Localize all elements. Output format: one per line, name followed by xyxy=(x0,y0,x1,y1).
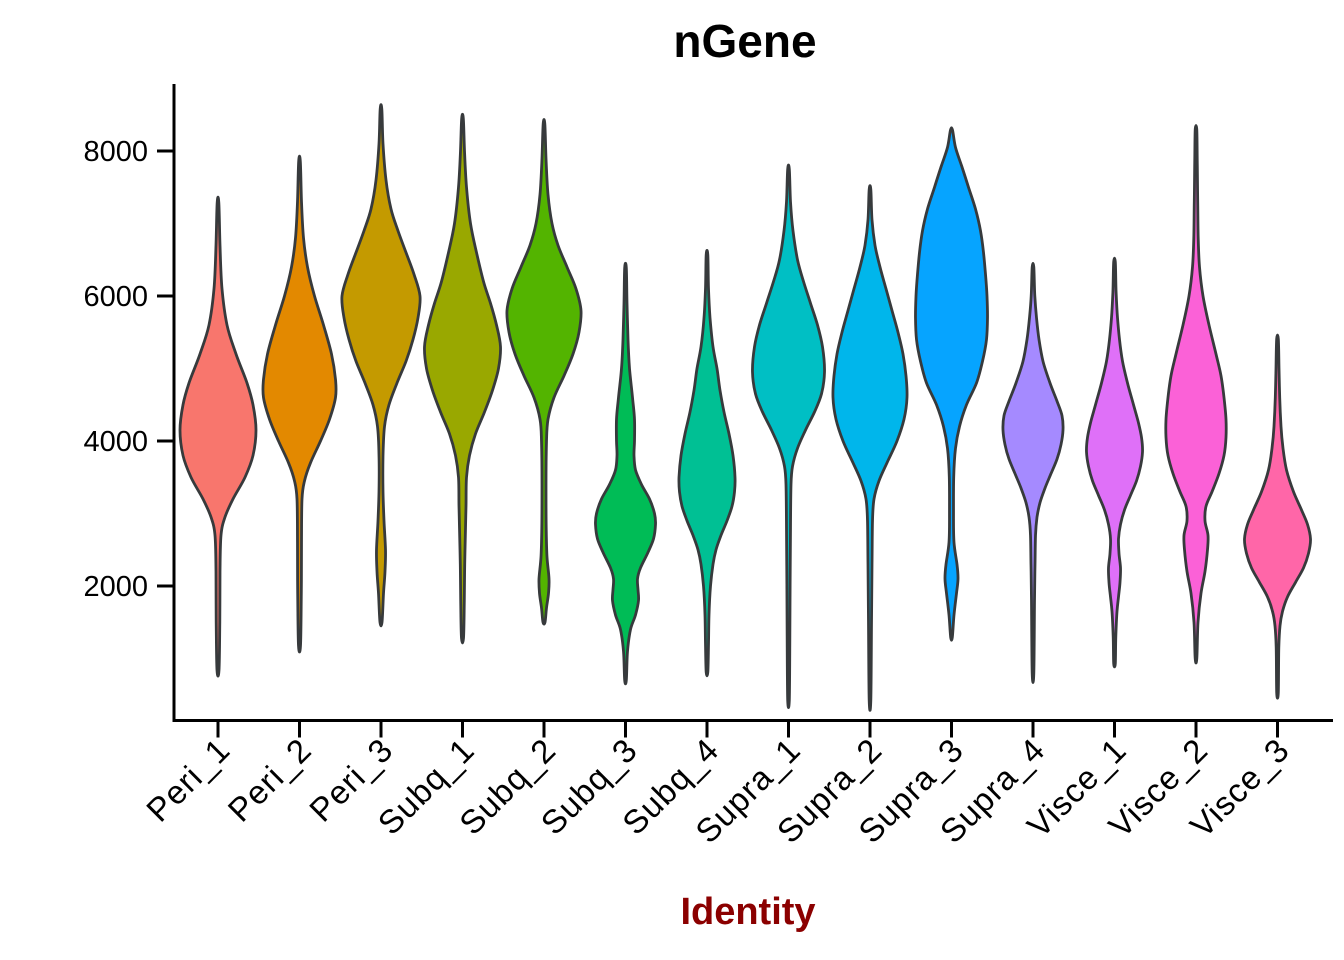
x-tick-label-Peri_2: Peri_2 xyxy=(221,731,319,829)
violin-Subq_2 xyxy=(505,118,583,626)
x-tick-label-Peri_1: Peri_1 xyxy=(139,731,237,829)
y-tick-label-6000: 6000 xyxy=(83,281,148,313)
violin-Subq_1 xyxy=(423,112,502,645)
x-axis-title: Identity xyxy=(680,891,815,933)
violin-Supra_1 xyxy=(751,163,826,710)
violin-Visce_2 xyxy=(1164,124,1228,665)
axes xyxy=(157,84,1333,738)
violin-Supra_3 xyxy=(914,126,989,642)
violin-Visce_3 xyxy=(1243,333,1312,700)
violin-Peri_2 xyxy=(261,154,338,654)
violin-Peri_1 xyxy=(178,195,258,678)
violin-Peri_3 xyxy=(340,103,422,628)
violin-Supra_2 xyxy=(831,184,909,712)
y-tick-label-8000: 8000 xyxy=(83,136,148,168)
violin-Visce_1 xyxy=(1085,256,1144,669)
y-tick-label-4000: 4000 xyxy=(83,426,148,458)
plot-title: nGene xyxy=(673,15,816,67)
violin-Subq_3 xyxy=(594,261,657,686)
violin-shapes xyxy=(178,103,1312,712)
violin-Supra_4 xyxy=(1001,262,1065,684)
violin-Subq_4 xyxy=(677,249,737,678)
y-tick-label-2000: 2000 xyxy=(83,571,148,603)
